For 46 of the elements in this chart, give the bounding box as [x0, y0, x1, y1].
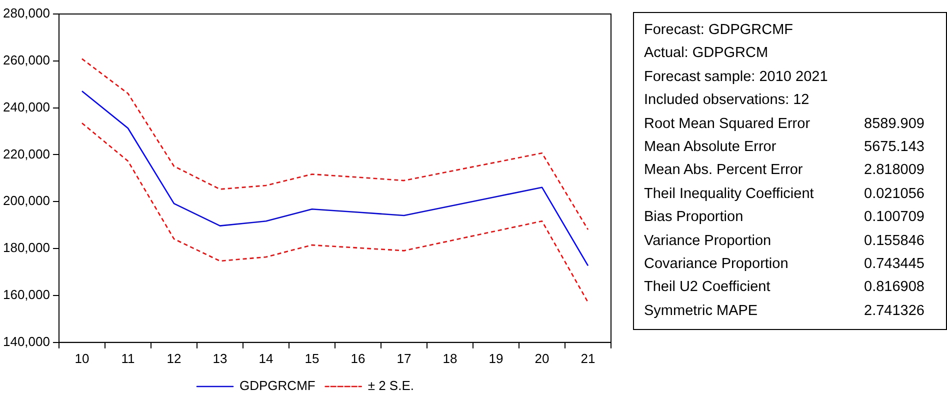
legend-label: ± 2 S.E. — [368, 378, 414, 394]
y-tick-label: 160,000 — [2, 287, 50, 302]
data-label: 2.741326 — [864, 302, 924, 321]
y-tick-label: 220,000 — [2, 146, 50, 162]
text: Included observations: 12 — [644, 91, 810, 110]
category-label: Root Mean Squared Error — [644, 114, 812, 134]
x-tick-label: 19 — [488, 350, 504, 366]
y-tick-label: 200,000 — [2, 193, 50, 208]
y-tick-label: 280,000 — [2, 6, 50, 21]
data-label: 0.743445 — [864, 254, 924, 274]
data-label: 0.816908 — [864, 278, 924, 298]
y-tick-label: 180,000 — [2, 240, 50, 256]
category-label: Symmetric MAPE — [644, 302, 759, 321]
category-label: Theil U2 Coefficient — [644, 278, 772, 298]
data-label: 0.100709 — [864, 208, 924, 228]
x-tick-label: 17 — [396, 350, 412, 366]
line-series — [81, 58, 589, 230]
data-label: 0.155846 — [864, 232, 924, 251]
x-tick-label: 10 — [74, 350, 90, 366]
category-label: Mean Abs. Percent Error — [644, 161, 804, 180]
category-label: Covariance Proportion — [644, 254, 790, 274]
x-tick-label: 21 — [580, 350, 596, 366]
x-tick-label: 16 — [350, 350, 366, 366]
x-tick-label: 18 — [442, 350, 458, 366]
y-tick-label: 260,000 — [2, 52, 50, 68]
y-tick-label: 140,000 — [2, 334, 50, 349]
category-label: Bias Proportion — [644, 208, 744, 228]
line-series — [81, 122, 589, 303]
legend-label: GDPGRCMF — [240, 378, 316, 394]
x-tick-label: 20 — [534, 350, 550, 366]
data-label: 0.021056 — [864, 184, 924, 204]
data-label: 2.818009 — [864, 161, 924, 180]
category-label: Variance Proportion — [644, 232, 772, 251]
category-label: Theil Inequality Coefficient — [644, 184, 815, 204]
x-tick-label: 12 — [166, 350, 182, 366]
x-tick-label: 14 — [258, 350, 274, 366]
x-tick-label: 15 — [304, 350, 320, 366]
text: Actual: GDPGRCM — [644, 44, 770, 64]
text: Forecast: GDPGRCMF — [644, 21, 794, 40]
x-tick-label: 11 — [121, 350, 135, 366]
y-tick-label: 240,000 — [2, 99, 50, 114]
data-label: 5675.143 — [864, 138, 924, 157]
data-label: 8589.909 — [864, 114, 924, 134]
category-label: Mean Absolute Error — [644, 138, 778, 157]
text: Forecast sample: 2010 2021 — [644, 68, 829, 87]
x-tick-label: 13 — [212, 350, 228, 366]
